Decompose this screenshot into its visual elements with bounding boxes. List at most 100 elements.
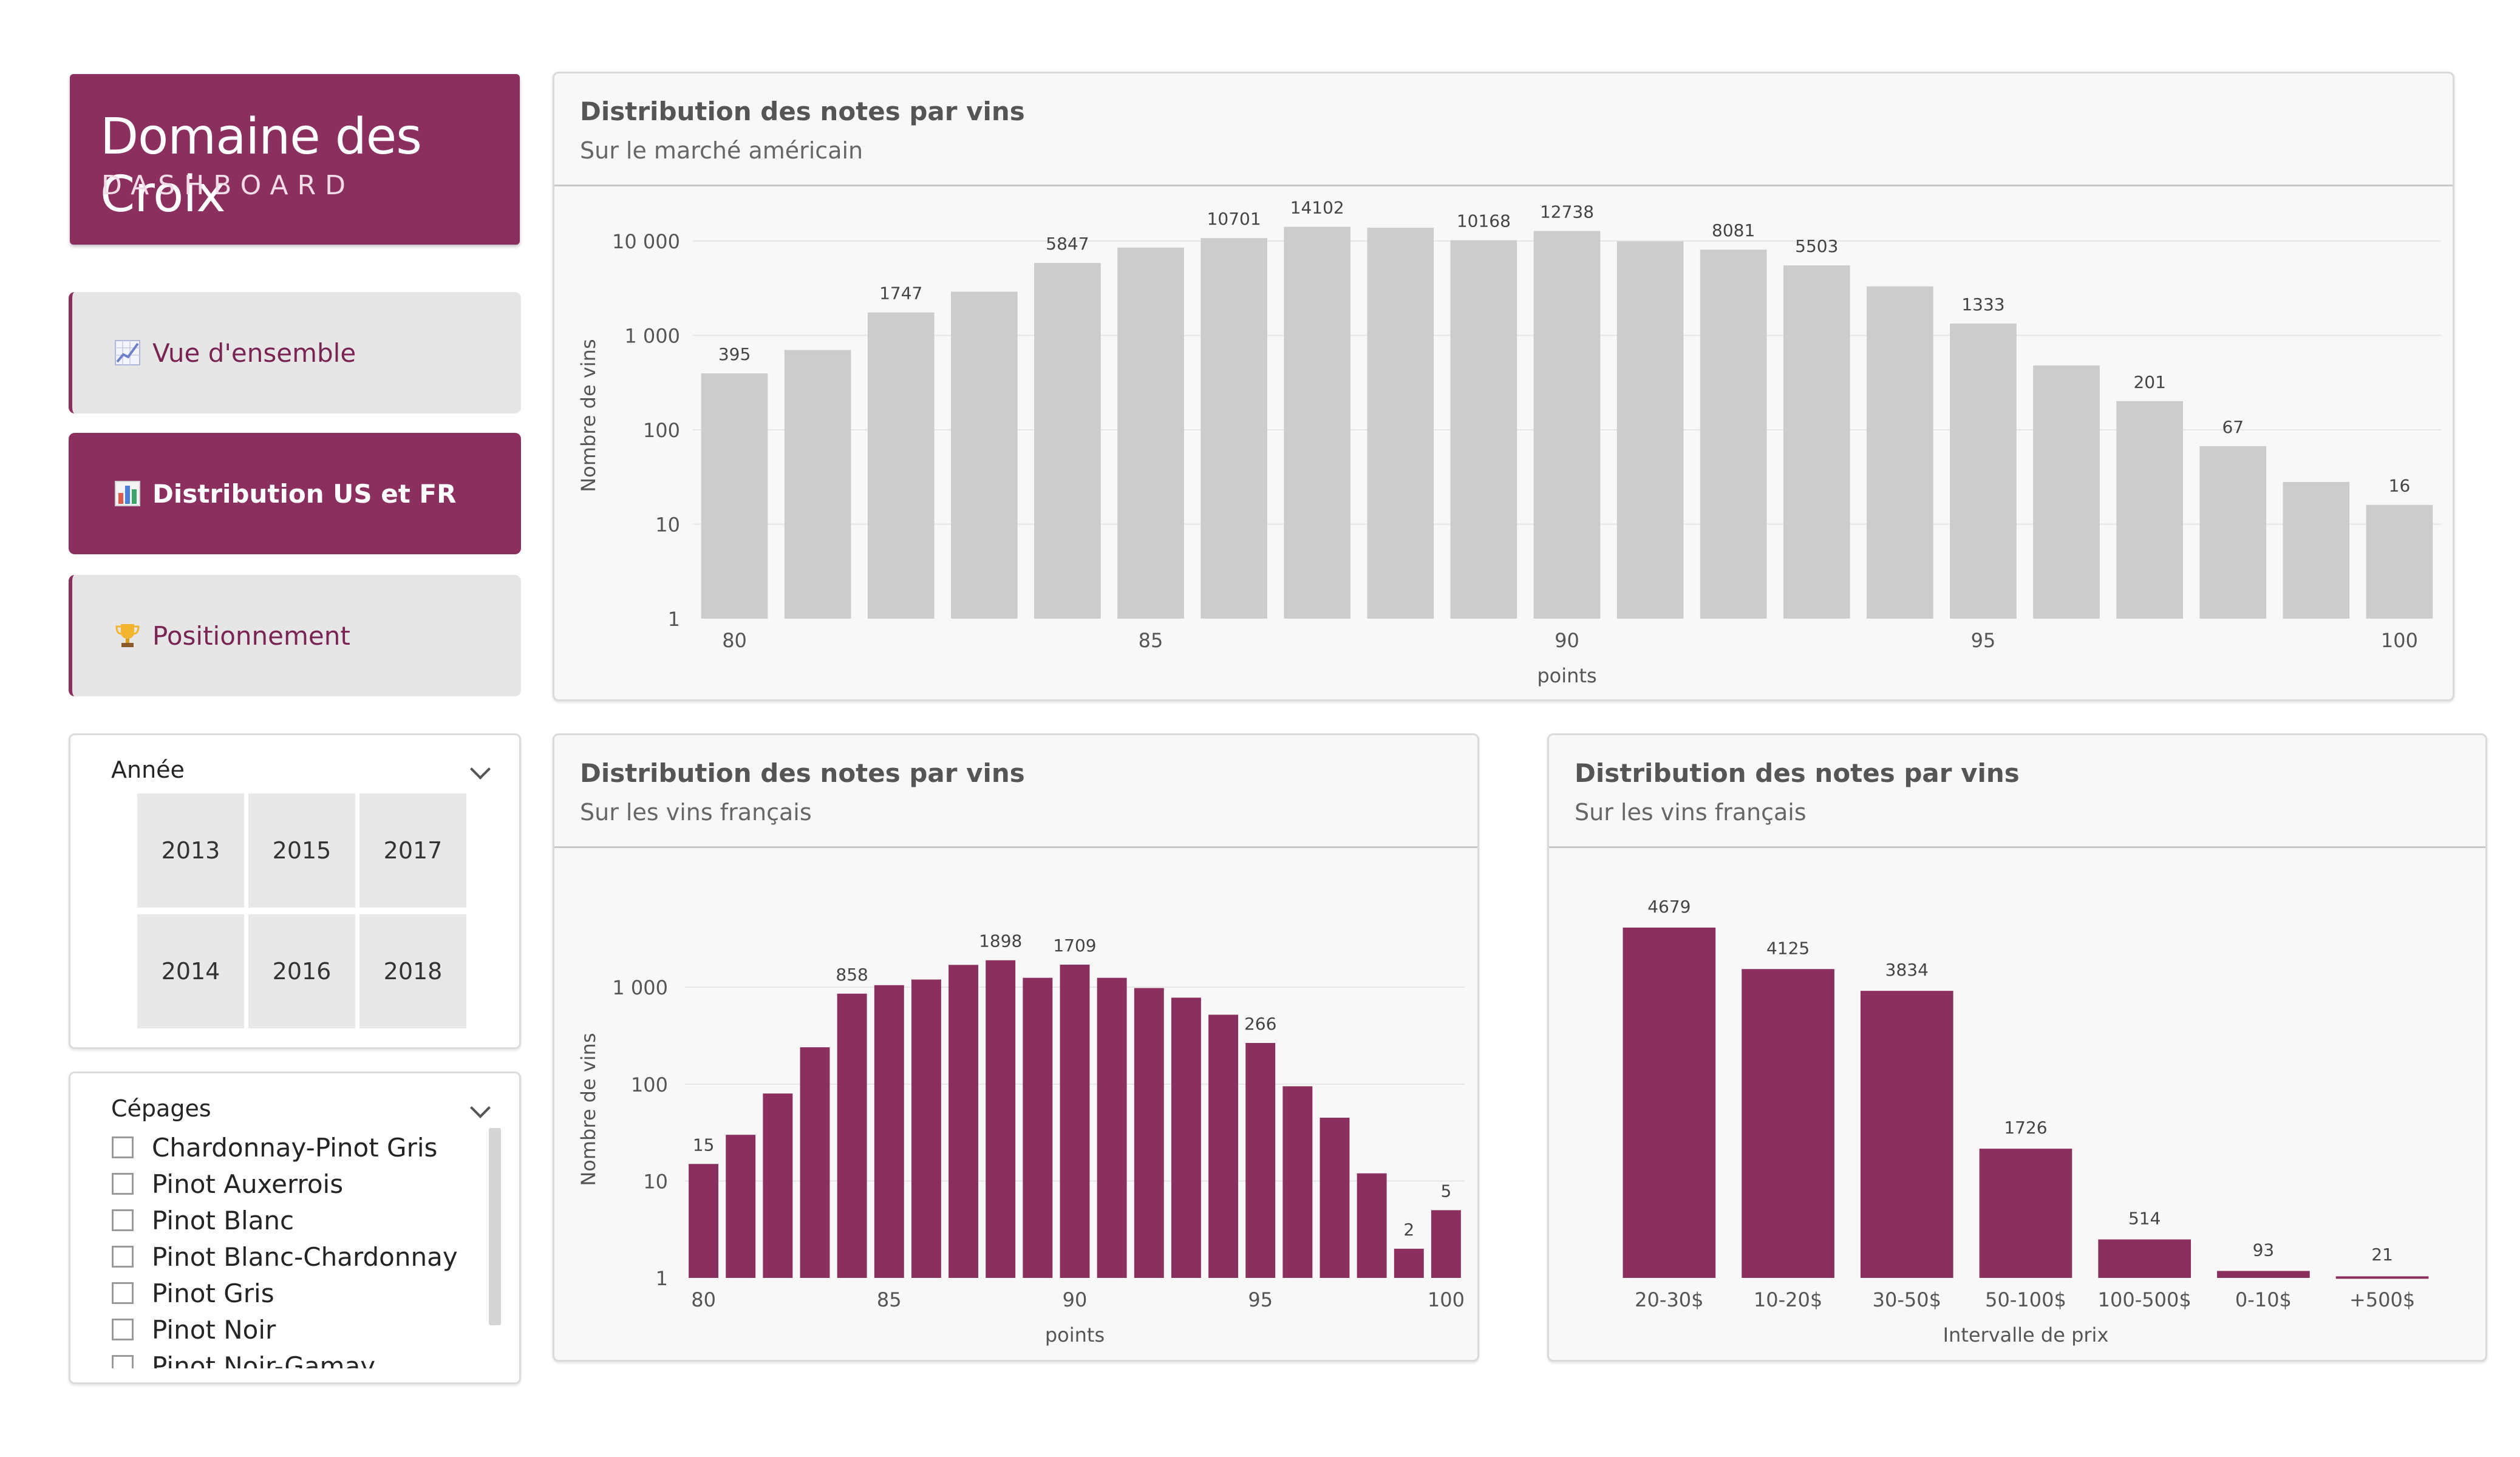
checkbox[interactable]	[112, 1246, 134, 1268]
bar	[2366, 504, 2433, 619]
data-label: 266	[1244, 1014, 1276, 1034]
data-label: 395	[718, 344, 751, 364]
x-tick-label: 100	[2381, 629, 2418, 652]
data-label: 1726	[2004, 1118, 2047, 1138]
x-tick-label: 95	[1248, 1288, 1273, 1311]
brand-header: Domaine des Croix DASHBOARD	[70, 74, 520, 245]
nav-positioning-label: Positionnement	[152, 620, 350, 651]
bar	[2199, 446, 2267, 619]
scrollbar[interactable]	[489, 1128, 501, 1325]
grape-option[interactable]: Chardonnay-Pinot Gris	[112, 1129, 437, 1166]
price-bar-chart: 4679 20-30$ 4125 10-20$ 3834 30-50$ 1726 50-100…	[1623, 897, 2429, 1347]
x-tick-label: 0-10$	[2235, 1288, 2292, 1311]
nav-distribution-button[interactable]: Distribution US et FR	[69, 433, 521, 554]
x-tick-label: 50-100$	[1985, 1288, 2066, 1311]
bar	[1171, 997, 1201, 1278]
nav-overview-button[interactable]: Vue d'ensemble	[69, 292, 521, 413]
bar	[837, 993, 867, 1278]
grape-option[interactable]: Pinot Noir-Gamay	[112, 1348, 375, 1368]
bar	[1431, 1210, 1461, 1278]
bar	[2283, 481, 2350, 619]
bar	[1284, 226, 1351, 619]
data-label: 1333	[1961, 294, 2004, 314]
x-tick-label: 30-50$	[1873, 1288, 1941, 1311]
grape-option[interactable]: Pinot Gris	[112, 1275, 274, 1311]
year-slicer: Année 2013 2015 2017 2014 2016 2018	[69, 733, 521, 1049]
bar	[1367, 228, 1434, 619]
bar	[911, 979, 941, 1278]
fr-distribution-panel: Distribution des notes par vins Sur les …	[553, 733, 1479, 1362]
year-tile[interactable]: 2018	[359, 914, 466, 1028]
year-tile[interactable]: 2016	[248, 914, 355, 1028]
panel-subtitle: Sur les vins français	[580, 799, 812, 826]
panel-divider	[554, 185, 2453, 186]
bar	[1450, 240, 1517, 619]
x-tick-label: 80	[722, 629, 747, 652]
bar	[2217, 1271, 2310, 1278]
bar	[689, 1164, 719, 1278]
checkbox[interactable]	[112, 1282, 134, 1304]
brand-subtitle: DASHBOARD	[101, 170, 355, 201]
nav-overview-label: Vue d'ensemble	[152, 338, 356, 368]
x-tick-label: 90	[1555, 629, 1579, 652]
trophy-icon	[114, 622, 141, 650]
panel-title: Distribution des notes par vins	[580, 97, 1025, 126]
grape-option-label: Pinot Blanc-Chardonnay	[152, 1241, 458, 1272]
bar	[1623, 927, 1716, 1278]
bar-chart-icon	[114, 480, 141, 508]
price-distribution-panel: Distribution des notes par vins Sur les …	[1547, 733, 2487, 1362]
panel-title: Distribution des notes par vins	[1575, 758, 2020, 788]
bar	[2098, 1239, 2191, 1278]
checkbox[interactable]	[112, 1173, 134, 1195]
grape-option[interactable]: Pinot Noir	[112, 1311, 276, 1348]
data-label: 10168	[1457, 211, 1511, 231]
bar	[1200, 238, 1267, 619]
y-axis-title: Nombre de vins	[577, 1033, 600, 1186]
nav-positioning-button[interactable]: Positionnement	[69, 575, 521, 696]
checkbox[interactable]	[112, 1319, 134, 1340]
y-tick-label: 1	[656, 1267, 668, 1290]
checkbox[interactable]	[112, 1355, 134, 1368]
year-tile[interactable]: 2013	[137, 793, 244, 908]
y-tick-label: 100	[643, 419, 680, 442]
panel-title: Distribution des notes par vins	[580, 758, 1025, 788]
grape-option[interactable]: Pinot Blanc	[112, 1202, 294, 1238]
bar	[1320, 1118, 1350, 1278]
x-tick-label: 90	[1063, 1288, 1088, 1311]
year-tile[interactable]: 2017	[359, 793, 466, 908]
y-tick-label: 1	[668, 608, 680, 631]
data-label: 21	[2371, 1245, 2393, 1265]
checkbox[interactable]	[112, 1136, 134, 1158]
data-label: 1709	[1053, 936, 1096, 956]
chevron-down-icon[interactable]	[470, 759, 491, 779]
bar	[784, 350, 851, 619]
chart-increasing-icon	[114, 339, 141, 367]
year-slicer-title: Année	[111, 756, 185, 783]
x-axis-title: points	[1045, 1323, 1105, 1347]
grape-option-label: Pinot Noir-Gamay	[152, 1351, 376, 1369]
grape-option[interactable]: Pinot Auxerrois	[112, 1166, 343, 1202]
grape-option-label: Chardonnay-Pinot Gris	[152, 1132, 438, 1163]
x-tick-label: 20-30$	[1635, 1288, 1703, 1311]
data-label: 3834	[1885, 960, 1929, 980]
grape-slicer: Cépages Chardonnay-Pinot Gris Pinot Auxe…	[69, 1072, 521, 1384]
data-label: 4679	[1647, 897, 1691, 917]
data-label: 1898	[979, 931, 1022, 951]
bar	[1783, 265, 1850, 619]
data-label: 5847	[1046, 234, 1089, 254]
year-tile[interactable]: 2015	[248, 793, 355, 908]
grape-option[interactable]: Pinot Blanc-Chardonnay	[112, 1238, 458, 1275]
bar	[1533, 231, 1601, 619]
fr-bar-chart: 1 10 100 1 000 15 858 1898 1709 266 2 5 80 85 90 95 100…	[577, 931, 1465, 1347]
data-label: 14102	[1290, 198, 1344, 218]
nav-distribution-label: Distribution US et FR	[152, 478, 457, 509]
grape-option-label: Pinot Noir	[152, 1314, 276, 1345]
x-tick-label: 100-500$	[2098, 1288, 2191, 1311]
data-label: 8081	[1712, 220, 1755, 240]
bar	[1097, 977, 1127, 1278]
bar	[1979, 1149, 2072, 1278]
checkbox[interactable]	[112, 1209, 134, 1231]
bar	[726, 1135, 756, 1278]
data-label: 201	[2133, 372, 2165, 392]
year-tile[interactable]: 2014	[137, 914, 244, 1028]
